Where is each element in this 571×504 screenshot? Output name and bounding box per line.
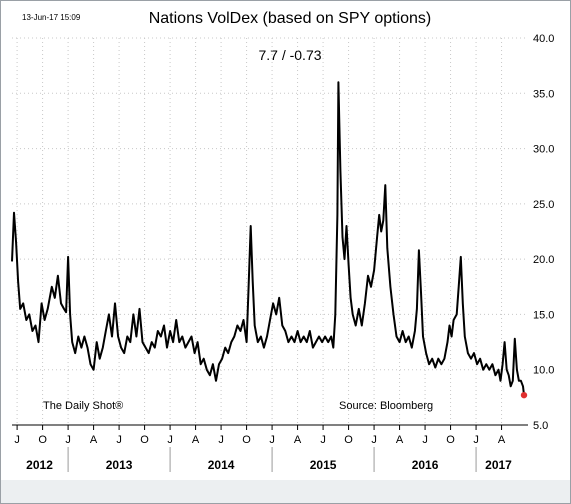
x-tick-label: A (396, 434, 404, 446)
x-tick-label: J (473, 434, 479, 446)
x-tick-label: J (422, 434, 428, 446)
year-label: 2015 (310, 458, 337, 472)
y-tick-label: 20.0 (533, 254, 554, 266)
year-label: 2016 (412, 458, 439, 472)
x-tick-label: J (320, 434, 326, 446)
x-tick-label: O (140, 434, 149, 446)
year-label: 2014 (208, 458, 235, 472)
x-tick-label: A (90, 434, 98, 446)
daily-shot-label: The Daily Shot® (43, 400, 123, 412)
y-tick-label: 40.0 (533, 33, 554, 45)
x-tick-label: O (38, 434, 47, 446)
x-tick-label: J (167, 434, 173, 446)
x-tick-label: J (218, 434, 224, 446)
x-tick-label: O (242, 434, 251, 446)
voldex-line (11, 81, 525, 396)
y-tick-label: 15.0 (533, 309, 554, 321)
x-tick-label: A (294, 434, 302, 446)
year-label: 2017 (485, 458, 512, 472)
year-label: 2012 (26, 458, 53, 472)
x-tick-label: J (116, 434, 122, 446)
x-tick-label: J (371, 434, 377, 446)
year-label: 2013 (106, 458, 133, 472)
y-tick-label: 10.0 (533, 365, 554, 377)
gridlines (12, 37, 528, 425)
y-tick-label: 5.0 (533, 420, 548, 432)
x-tick-label: J (65, 434, 71, 446)
timestamp: 13-Jun-17 15:09 (22, 13, 81, 22)
axes: 5.0 10.0 15.0 20.0 25.0 30.0 35.0 40.0 J O J A J O J A J… (12, 33, 554, 472)
x-tick-label: A (498, 434, 506, 446)
bottom-band (1, 480, 570, 503)
source-label: Source: Bloomberg (339, 400, 433, 412)
x-tick-label: O (446, 434, 455, 446)
x-tick-label: J (14, 434, 20, 446)
y-tick-label: 35.0 (533, 88, 554, 100)
x-tick-label: J (269, 434, 275, 446)
x-tick-label: O (344, 434, 353, 446)
last-value-point (520, 391, 528, 399)
chart-title: Nations VolDex (based on SPY options) (149, 10, 432, 27)
chart-subtitle: 7.7 / -0.73 (258, 47, 321, 63)
series-layer (11, 81, 528, 399)
x-tick-label: A (192, 434, 200, 446)
y-tick-label: 25.0 (533, 199, 554, 211)
y-tick-label: 30.0 (533, 144, 554, 156)
